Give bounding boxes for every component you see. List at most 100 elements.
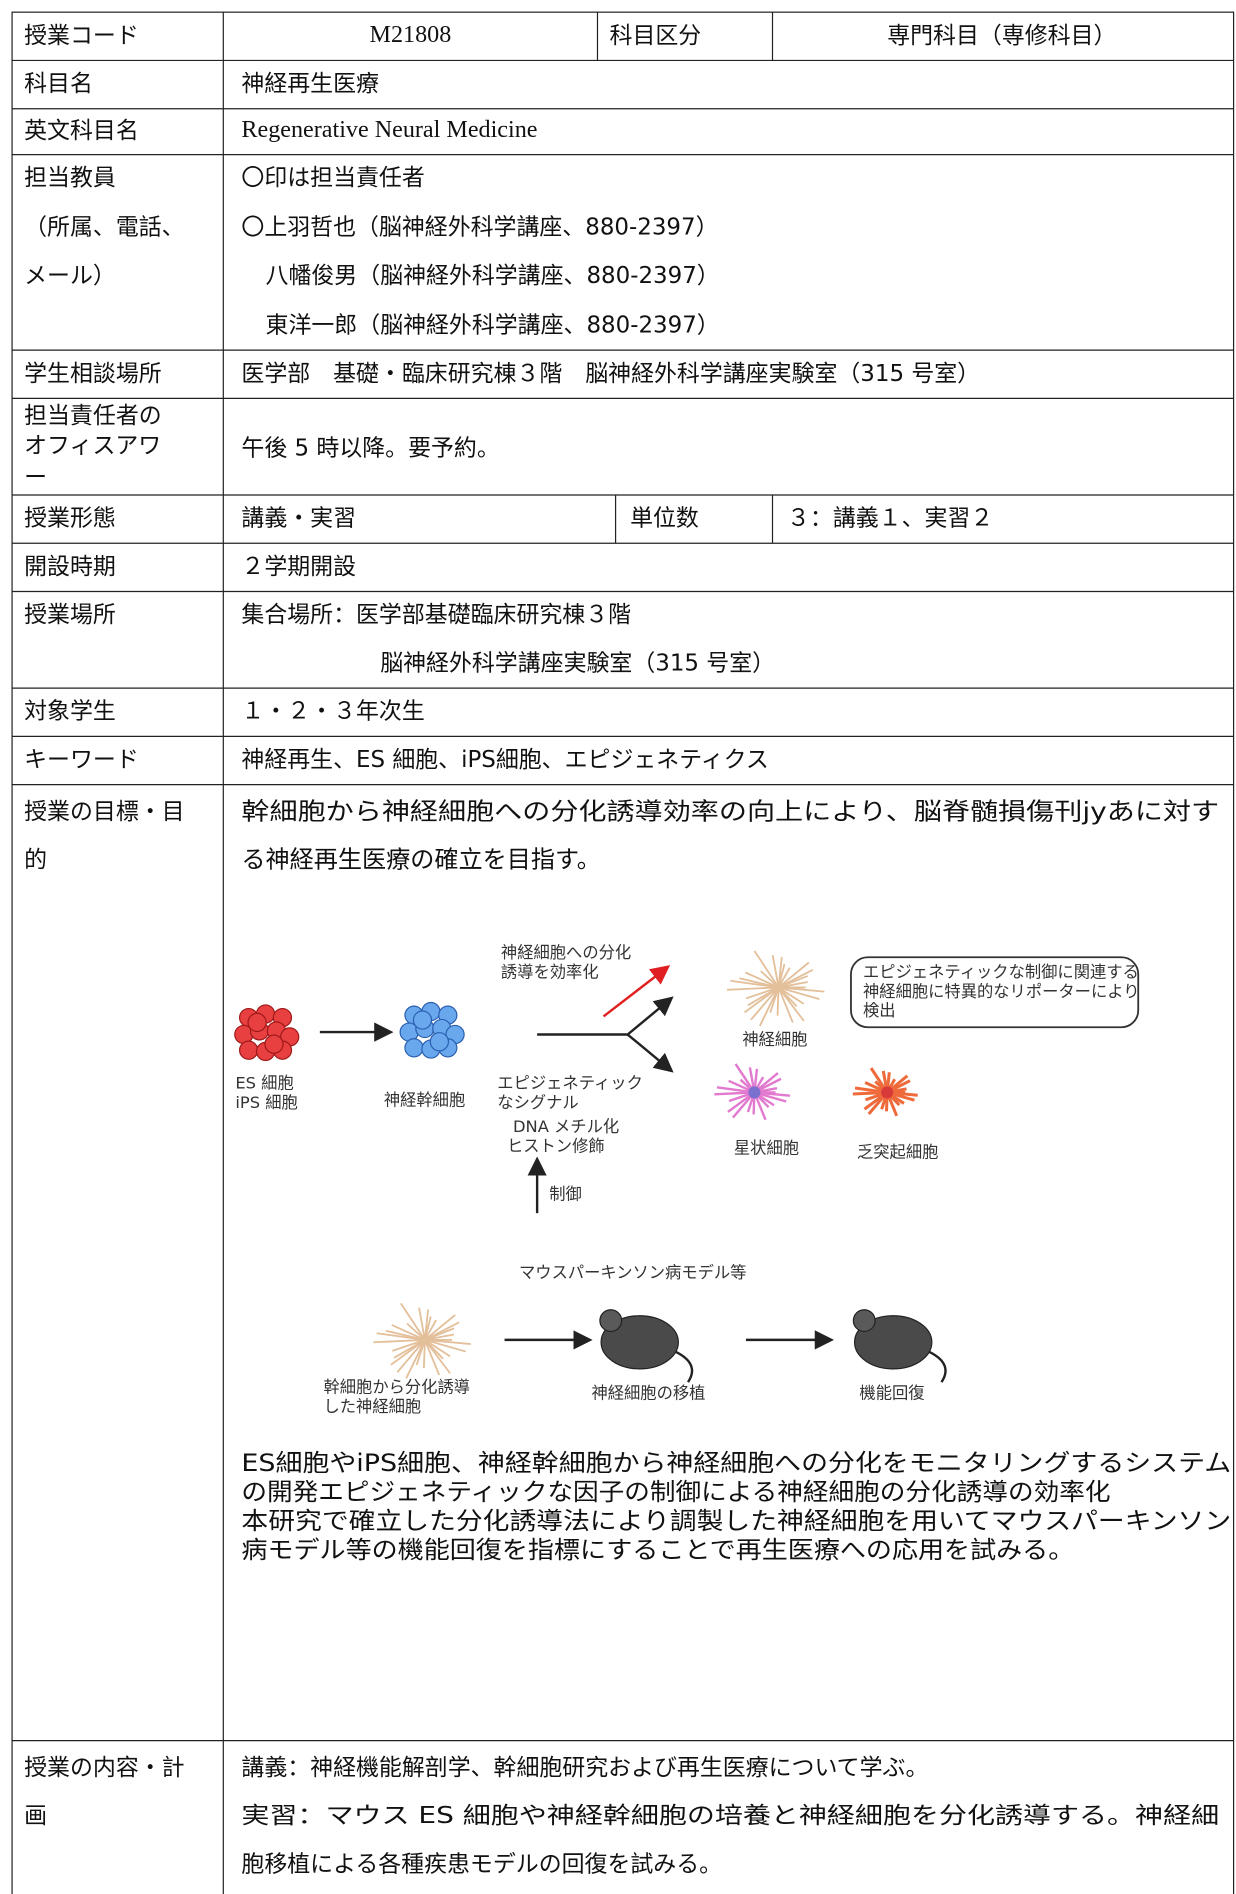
cell [247,1012,267,1033]
text: なシグナル [497,1093,578,1112]
cell-process [423,1316,432,1341]
cell-process [400,1302,426,1341]
text: DNA メチル化 [513,1117,619,1136]
text: 神経再生医療 [241,71,379,97]
text: エピジェネティックな制御に関連する [863,962,1139,981]
text: 担当責任者の [24,403,162,429]
text: 講義：神経機能解剖学、幹細胞研究および再生医療について学ぶ。 [241,1755,928,1781]
text: 授業の内容・計 [24,1755,184,1781]
cell-process [385,1329,426,1341]
text: ES 細胞 [235,1073,293,1092]
text: 機能回復 [859,1384,924,1403]
text: エピジェネティック [497,1073,643,1092]
text: した神経細胞 [323,1397,421,1416]
text: 授業の目標・目 [24,799,184,825]
text: ES細胞やiPS細胞、神経幹細胞から神経細胞への分化をモニタリングするシステム [241,1449,1231,1477]
cell-process [373,1338,425,1344]
cell-process [391,1324,426,1341]
cell-process [759,987,780,1027]
text: 医学部 基礎・臨床研究棟３階 脳神経外科学講座実験室（315 号室） [241,361,980,387]
cell-process [405,1339,426,1379]
figure [234,950,1140,1383]
cell-process [406,1322,426,1341]
cell-process [424,1333,455,1341]
mouse-ear [852,1309,876,1333]
cell [429,1032,450,1052]
cell-process [424,1338,471,1345]
text: 誘導を効率化 [501,962,599,981]
text: ３：講義１、実習２ [787,506,993,532]
cell-process [424,1339,451,1358]
text: 開設時期 [24,554,116,580]
text: 神経細胞への分化 [501,943,631,962]
text: 神経幹細胞 [384,1090,465,1109]
cell [412,1010,433,1030]
text: 八幡俊男（脳神経外科学講座、880-2397） [266,263,720,289]
text: ２学期開設 [241,554,356,580]
cell-process [776,987,780,1016]
table-grid [11,11,1235,1894]
cell [238,1040,259,1060]
cell-process [745,971,779,989]
mouse [600,1315,679,1370]
cell-process [422,1339,426,1369]
cell-body [881,1086,894,1099]
text: 幹細胞から神経細胞への分化誘導効率の向上により、脳脊髄損傷刊jyあに対す [241,797,1219,825]
text: 午後 5 時以降。要予約。 [241,436,499,462]
cell-body [748,1086,761,1099]
text: ヒストン修飾 [507,1136,605,1155]
text: 本研究で確立した分化誘導法により調製した神経細胞を用いてマウスパーキンソン [241,1507,1231,1535]
text: 〇上羽哲也（脳神経外科学講座、880-2397） [241,215,718,241]
text: 病モデル等の機能回復を指標にすることで再生医療への応用を試みる。 [241,1536,1074,1564]
cell [404,1038,424,1058]
text: １・２・３年次生 [241,699,424,725]
text: 講義・実習 [241,506,356,532]
cell-process [714,1091,755,1096]
text: 神経再生、ES 細胞、iPS細胞、エピジェネティクス [241,747,768,773]
cell [264,1034,284,1054]
mouse-tail [928,1350,947,1383]
text: オフィスアワ [24,433,161,459]
text: 集合場所：医学部基礎臨床研究棟３階 [241,602,631,628]
text: 的 [24,847,47,873]
text: iPS 細胞 [235,1093,297,1112]
text: 脳神経外科学講座実験室（315 号室） [380,650,775,676]
cell-process [778,986,825,993]
text: 科目区分 [610,23,702,49]
cell-process [771,955,780,988]
text: 科目名 [24,71,93,97]
cell-process [424,1339,451,1374]
cell-process [418,1307,426,1341]
text: 制御 [549,1185,582,1204]
text: キーワード [24,747,139,773]
cell-process [747,986,779,1007]
cell-process [424,1339,440,1376]
text: 神経細胞 [742,1030,807,1049]
arrow [602,965,671,1018]
cell-process [424,1319,437,1341]
arrow [537,996,674,1036]
cell-process [777,963,786,988]
text: M21808 [370,21,452,48]
cell-process [777,961,810,989]
cell-process [778,981,808,989]
table-border [11,11,1235,1894]
text: メール） [24,263,116,289]
cell-process [424,1314,456,1341]
text: ー [24,465,47,491]
text: 神経細胞の移植 [591,1384,705,1403]
text: 実習：マウス ES 細胞や神経幹細胞の培養と神経細胞を分化誘導する。神経細 [241,1803,1219,1829]
text: Regenerative Neural Medicine [241,116,537,143]
text: 対象学生 [24,699,116,725]
text: 東洋一郎（脳神経外科学講座、880-2397） [266,312,720,338]
cell-process [778,975,809,989]
cell-process [424,1339,467,1353]
text: 専門科目（専修科目） [887,23,1116,49]
cell-process [739,977,779,989]
cell-process [778,986,805,1005]
text: る神経再生医療の確立を目指す。 [241,846,600,874]
text: 授業コード [24,23,139,49]
cell-process [777,987,794,1023]
arrow [626,1033,674,1073]
